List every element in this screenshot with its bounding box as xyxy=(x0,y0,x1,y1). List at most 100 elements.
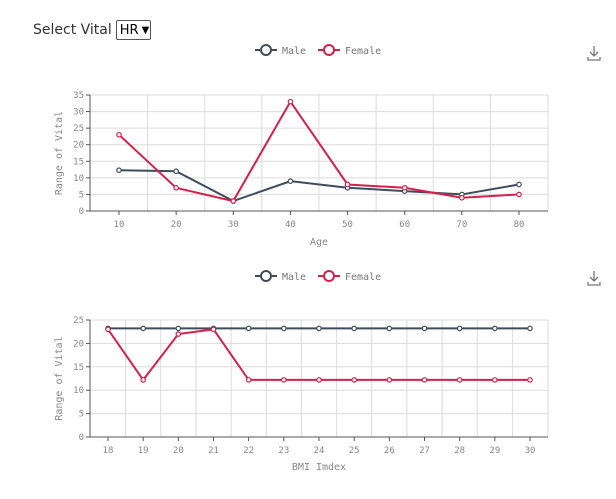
data-point xyxy=(421,325,428,332)
x-tick-label: 60 xyxy=(399,220,410,230)
data-point xyxy=(281,325,287,332)
x-tick-label: 29 xyxy=(489,446,500,456)
data-point xyxy=(281,377,287,383)
x-axis-label: BMI Imdex xyxy=(292,462,346,473)
y-tick-label: 25 xyxy=(73,124,84,134)
legend-item-male: Male xyxy=(255,270,306,283)
data-point xyxy=(456,377,463,383)
data-point xyxy=(516,181,522,188)
data-point xyxy=(316,325,322,332)
vital-select-value: HR xyxy=(119,22,139,38)
x-tick-label: 22 xyxy=(243,446,254,456)
data-point xyxy=(492,325,498,332)
data-point xyxy=(140,377,146,383)
x-tick-label: 19 xyxy=(138,446,149,456)
data-point xyxy=(456,325,463,332)
data-point xyxy=(173,168,179,175)
bmi-chart: Male Female 0 5 10 15 20 25 18 19 20 21 22 23 24 25 26 27… xyxy=(54,270,601,473)
x-tick-label: 40 xyxy=(285,220,296,230)
data-point xyxy=(287,98,294,105)
series-male xyxy=(105,325,533,332)
x-tick-label: 30 xyxy=(525,446,536,456)
y-tick-label: 20 xyxy=(73,339,84,349)
legend-marker xyxy=(260,270,272,282)
x-tick-label: 27 xyxy=(419,446,430,456)
y-tick-label: 15 xyxy=(73,157,84,167)
data-point xyxy=(351,377,357,383)
x-tick-label: 28 xyxy=(454,446,465,456)
data-point xyxy=(140,325,146,332)
legend-item-female: Female xyxy=(318,270,381,283)
y-axis-label: Range of Vital xyxy=(54,336,65,420)
data-point xyxy=(421,377,428,383)
x-tick-label: 24 xyxy=(314,446,325,456)
x-tick-label: 20 xyxy=(171,220,182,230)
age-chart: Male Female 0 5 10 15 20 25 30 35 10 20 30 40 50 60 70 80… xyxy=(54,44,601,248)
legend: Male Female xyxy=(255,270,381,283)
data-point xyxy=(351,325,357,332)
download-icon[interactable] xyxy=(587,46,601,61)
data-point xyxy=(116,131,122,138)
legend-label: Male xyxy=(282,272,306,283)
data-point xyxy=(230,198,237,204)
data-point xyxy=(175,331,182,337)
legend-marker xyxy=(323,270,335,282)
y-tick-label: 30 xyxy=(73,108,84,118)
download-icon-glyph xyxy=(587,271,601,286)
x-tick-label: 70 xyxy=(456,220,467,230)
data-point xyxy=(105,326,111,333)
data-point xyxy=(245,377,252,383)
x-tick-label: 25 xyxy=(349,446,360,456)
data-point xyxy=(401,185,408,191)
y-tick-label: 5 xyxy=(79,410,84,420)
y-tick-label: 5 xyxy=(79,190,84,200)
download-icon-glyph xyxy=(587,46,601,61)
data-point xyxy=(386,325,393,332)
series-line-female xyxy=(118,99,520,203)
data-point xyxy=(386,377,393,383)
legend-label: Female xyxy=(345,272,381,283)
y-tick-label: 10 xyxy=(73,174,84,184)
series-line-female xyxy=(107,328,530,382)
data-point xyxy=(175,325,182,332)
series-female xyxy=(116,98,522,204)
data-point xyxy=(459,194,465,201)
data-point xyxy=(173,185,179,191)
legend-marker xyxy=(323,44,335,56)
grid xyxy=(90,94,549,212)
legend-marker xyxy=(260,44,272,56)
x-tick-label: 80 xyxy=(514,220,525,230)
data-point xyxy=(316,377,322,383)
x-axis-label: Age xyxy=(310,237,328,248)
download-icon[interactable] xyxy=(587,271,601,286)
y-tick-label: 25 xyxy=(73,316,84,326)
legend: Male Female xyxy=(255,44,381,57)
data-point xyxy=(492,377,498,383)
select-vital-label: Select Vital xyxy=(33,22,112,38)
data-point xyxy=(516,191,522,198)
series-female xyxy=(105,326,533,383)
x-tick-label: 50 xyxy=(342,220,353,230)
legend-label: Male xyxy=(282,46,306,57)
data-point xyxy=(287,178,294,184)
x-tick-label: 10 xyxy=(114,220,125,230)
data-point xyxy=(344,181,351,188)
x-tick-label: 18 xyxy=(103,446,114,456)
legend-label: Female xyxy=(345,46,381,57)
data-point xyxy=(116,167,122,174)
legend-item-male: Male xyxy=(255,44,306,57)
x-tick-label: 21 xyxy=(208,446,219,456)
y-tick-label: 10 xyxy=(73,386,84,396)
legend-item-female: Female xyxy=(318,44,381,57)
y-tick-label: 20 xyxy=(73,141,84,151)
y-axis-label: Range of Vital xyxy=(54,111,65,195)
data-point xyxy=(245,325,252,332)
vital-select[interactable]: HR ▼ xyxy=(115,20,152,40)
data-point xyxy=(210,326,217,333)
x-tick-label: 20 xyxy=(173,446,184,456)
vital-selector: Select Vital HR ▼ xyxy=(33,20,152,40)
data-point xyxy=(527,325,533,332)
y-tick-label: 0 xyxy=(79,207,84,217)
chevron-down-icon: ▼ xyxy=(141,24,150,36)
data-point xyxy=(527,377,533,383)
